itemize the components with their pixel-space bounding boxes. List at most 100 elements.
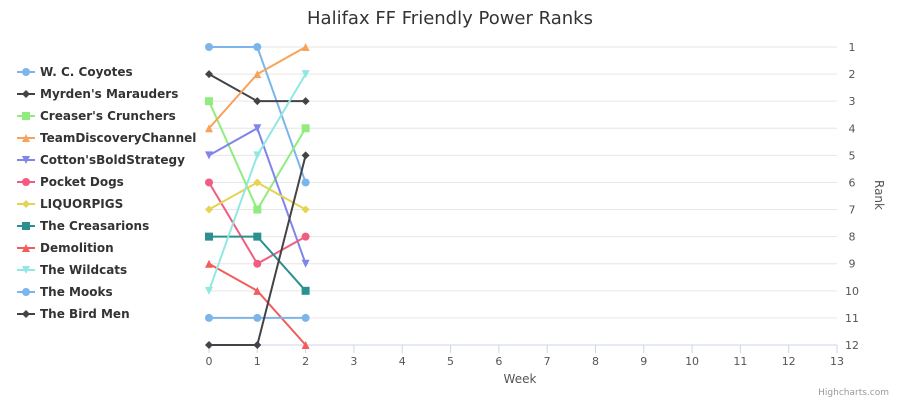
legend-label: Creaser's Crunchers	[40, 109, 176, 123]
data-point[interactable]	[253, 286, 262, 295]
data-point[interactable]	[301, 97, 310, 106]
legend-item[interactable]: TeamDiscoveryChannel	[17, 131, 196, 145]
series-5[interactable]	[205, 178, 310, 268]
data-point[interactable]	[301, 286, 310, 295]
legend-label: The Mooks	[40, 285, 113, 299]
data-point[interactable]	[301, 313, 310, 322]
data-point[interactable]	[301, 70, 310, 79]
x-tick-label: 5	[447, 355, 454, 368]
series-9[interactable]	[205, 70, 310, 295]
y-tick-label: 10	[845, 285, 859, 298]
x-tick-label: 12	[782, 355, 796, 368]
data-point[interactable]	[253, 259, 262, 268]
legend-marker	[22, 266, 30, 274]
series-line[interactable]	[209, 46, 307, 183]
legend-label: TeamDiscoveryChannel	[40, 131, 196, 145]
data-point[interactable]	[205, 313, 213, 322]
data-point[interactable]	[253, 43, 262, 51]
x-tick-label: 9	[640, 355, 647, 368]
data-point[interactable]	[205, 259, 213, 268]
legend-item[interactable]: The Wildcats	[17, 263, 127, 277]
legend-label: LIQUORPIGS	[40, 197, 123, 211]
data-point[interactable]	[301, 178, 310, 187]
data-point[interactable]	[253, 313, 262, 322]
legend-item[interactable]: The Bird Men	[17, 307, 130, 321]
data-point[interactable]	[205, 341, 213, 349]
series-line[interactable]	[208, 127, 307, 265]
legend-marker	[22, 288, 30, 296]
legend-marker	[22, 134, 30, 142]
data-point[interactable]	[205, 124, 213, 133]
x-tick-label: 8	[592, 355, 599, 368]
legend-item[interactable]: W. C. Coyotes	[17, 65, 133, 79]
data-point[interactable]	[301, 124, 310, 133]
legend-label: The Wildcats	[40, 263, 127, 277]
data-point[interactable]	[301, 151, 310, 160]
data-point[interactable]	[253, 232, 262, 241]
legend-marker	[22, 68, 30, 76]
series-line[interactable]	[208, 46, 307, 129]
grid-lines	[209, 46, 837, 346]
data-point[interactable]	[205, 97, 213, 106]
credits-link[interactable]: Highcharts.com	[818, 388, 889, 398]
data-point[interactable]	[205, 43, 213, 51]
series-4[interactable]	[205, 124, 310, 268]
data-point[interactable]	[205, 178, 213, 187]
legend-label: Myrden's Marauders	[40, 87, 178, 101]
x-tick-label: 7	[544, 355, 551, 368]
x-tick-label: 1	[254, 355, 261, 368]
y-tick-label: 11	[845, 312, 859, 325]
data-point[interactable]	[301, 232, 310, 241]
legend-item[interactable]: The Mooks	[17, 285, 113, 299]
series-3[interactable]	[205, 43, 310, 133]
series-2[interactable]	[205, 97, 310, 214]
series-0[interactable]	[205, 43, 310, 187]
data-point[interactable]	[253, 151, 262, 160]
data-point[interactable]	[301, 205, 310, 214]
data-point[interactable]	[253, 341, 262, 349]
data-point[interactable]	[205, 232, 213, 241]
legend-item[interactable]: Creaser's Crunchers	[17, 109, 176, 123]
x-tick-label: 0	[206, 355, 213, 368]
data-point[interactable]	[253, 97, 262, 106]
legend-label: Pocket Dogs	[40, 175, 124, 189]
legend-item[interactable]: Pocket Dogs	[17, 175, 124, 189]
legend-item[interactable]: Demolition	[17, 241, 114, 255]
y-tick-label: 3	[849, 95, 856, 108]
legend-marker	[22, 222, 30, 230]
series-6[interactable]	[205, 178, 310, 214]
data-point[interactable]	[253, 124, 262, 133]
series-8[interactable]	[205, 259, 310, 349]
series-7[interactable]	[205, 232, 310, 295]
data-point[interactable]	[301, 43, 310, 51]
y-tick-label: 8	[849, 231, 856, 244]
legend-item[interactable]: Cotton'sBoldStrategy	[17, 153, 185, 167]
x-tick-label: 3	[350, 355, 357, 368]
legend-label: W. C. Coyotes	[40, 65, 133, 79]
legend-item[interactable]: The Creasarions	[17, 219, 149, 233]
data-point[interactable]	[205, 151, 213, 160]
data-point[interactable]	[205, 205, 213, 214]
series-11[interactable]	[205, 151, 310, 349]
data-point[interactable]	[301, 341, 310, 349]
data-point[interactable]	[253, 178, 262, 187]
legend-marker	[22, 244, 30, 252]
series-10[interactable]	[205, 313, 310, 322]
data-point[interactable]	[253, 205, 262, 214]
legend-item[interactable]: LIQUORPIGS	[17, 197, 123, 211]
data-point[interactable]	[205, 286, 213, 295]
x-tick-label: 11	[733, 355, 747, 368]
x-tick-label: 4	[399, 355, 406, 368]
y-tick-label: 6	[849, 176, 856, 189]
data-point[interactable]	[205, 70, 213, 79]
x-axis-title: Week	[504, 372, 537, 386]
x-tick-label: 10	[685, 355, 699, 368]
x-axis: 0 1 2 3 4 5 6 7 8 9 10 11 12 13	[206, 344, 844, 368]
legend-marker	[22, 112, 30, 120]
data-point[interactable]	[253, 70, 262, 79]
y-axis-title: Rank	[872, 180, 886, 210]
data-point[interactable]	[301, 259, 310, 268]
legend-item[interactable]: Myrden's Marauders	[17, 87, 178, 101]
